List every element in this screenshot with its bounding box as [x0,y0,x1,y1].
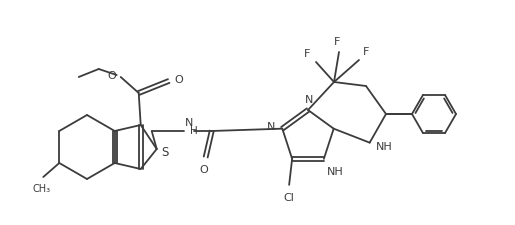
Text: F: F [334,37,340,47]
Text: NH: NH [327,166,344,176]
Text: O: O [199,164,208,174]
Text: F: F [304,49,310,59]
Text: Cl: Cl [284,192,295,202]
Text: CH₃: CH₃ [32,183,50,193]
Text: H: H [190,126,197,135]
Text: F: F [363,47,369,57]
Text: S: S [162,145,169,158]
Text: N: N [305,94,313,105]
Text: NH: NH [375,141,392,151]
Text: O: O [107,71,116,81]
Text: N: N [267,121,276,131]
Text: O: O [175,75,183,85]
Text: N: N [185,117,193,127]
